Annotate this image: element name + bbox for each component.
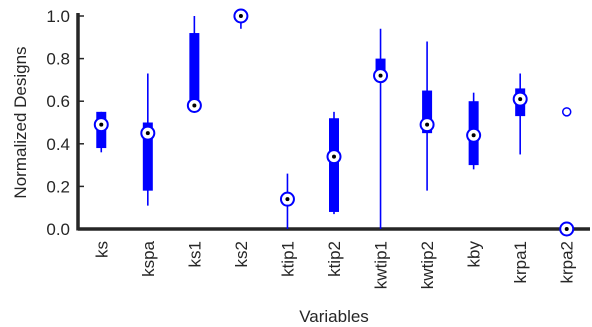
median-dot [145, 131, 150, 136]
box-ks2 [233, 8, 249, 29]
x-tick-label: ks [92, 241, 111, 258]
box-ktip1 [279, 173, 295, 229]
median-dot [471, 133, 476, 138]
x-axis-label: Variables [299, 307, 369, 326]
x-tick-label: ks2 [232, 241, 251, 267]
interquartile-box [375, 58, 386, 76]
y-tick-label: 0.2 [46, 177, 70, 196]
y-tick-label: 0.6 [46, 92, 70, 111]
box-ks [93, 111, 109, 153]
interquartile-box [142, 122, 153, 191]
interquartile-box [422, 90, 433, 134]
y-tick-label: 0.0 [46, 220, 70, 239]
box-krpa1 [512, 73, 528, 155]
box-ktip2 [326, 111, 342, 215]
y-tick-label: 1.0 [46, 7, 70, 26]
x-tick-label: krpa2 [558, 241, 577, 284]
median-dot [332, 154, 336, 159]
x-tick-label: krpa1 [511, 241, 530, 284]
median-dot [518, 97, 523, 102]
outlier-point [561, 107, 572, 117]
y-axis-ticks: 0.0 0.2 0.4 0.6 0.8 1.0 [46, 7, 84, 239]
x-tick-label: ks1 [185, 241, 204, 267]
y-tick-label: 0.4 [46, 135, 70, 154]
x-tick-label: ktip1 [278, 241, 297, 277]
box-kby [466, 92, 482, 170]
median-dot [378, 73, 383, 78]
x-tick-label: kby [465, 241, 484, 268]
y-tick-label: 0.8 [46, 50, 70, 69]
axes-frame [76, 13, 590, 231]
x-tick-label: kwtip1 [372, 241, 391, 289]
x-tick-label: kwtip2 [418, 241, 437, 289]
x-axis-ticks: ks kspa ks1 ks2 ktip1 ktip2 kwtip1 kwtip2 kby krp… [92, 240, 576, 289]
box-series [93, 8, 575, 237]
box-kwtip2 [419, 41, 435, 191]
x-tick-label: kspa [139, 240, 158, 276]
y-axis-label: Normalized Designs [11, 46, 30, 198]
x-tick-label: ktip2 [325, 241, 344, 277]
interquartile-box [189, 33, 200, 106]
median-dot [99, 122, 104, 127]
box-ks1 [186, 16, 202, 113]
interquartile-box [329, 118, 339, 212]
median-dot [238, 14, 243, 18]
box-kwtip1 [373, 28, 389, 229]
median-dot [564, 227, 569, 231]
box-kspa [140, 73, 156, 206]
box-krpa2 [559, 107, 575, 237]
median-dot [425, 122, 430, 127]
median-dot [285, 197, 290, 202]
median-dot [192, 103, 197, 108]
